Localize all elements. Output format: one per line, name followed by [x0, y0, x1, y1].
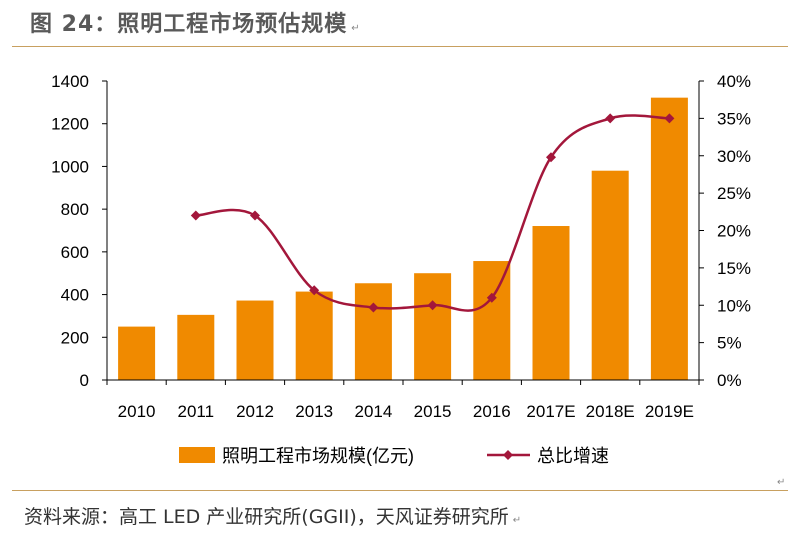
- left-tick-label: 1400: [51, 72, 89, 91]
- line-point: [309, 285, 320, 296]
- figure-title-text: 图 24：照明工程市场预估规模: [30, 12, 348, 37]
- bar: [295, 291, 333, 380]
- chart: 0 200 400 600 800 1000 1200 1400 0% 5% 10% 15% 20% 2…: [51, 72, 751, 466]
- x-tick-label: 2014: [354, 402, 392, 421]
- legend-line-marker: [503, 450, 513, 460]
- line-series: [190, 113, 675, 313]
- legend: 照明工程市场规模(亿元) 总比增速: [179, 446, 609, 466]
- line-point: [605, 113, 616, 124]
- source-paragraph-mark: ↵: [512, 515, 522, 526]
- figure-title: 图 24：照明工程市场预估规模 ↵: [30, 6, 361, 38]
- right-tick-label: 5%: [717, 334, 742, 353]
- legend-bar-label: 照明工程市场规模(亿元): [222, 446, 414, 466]
- bar: [591, 170, 629, 380]
- x-tick-label: 2010: [118, 402, 156, 421]
- left-tick-label: 1200: [51, 115, 89, 134]
- rule-paragraph-mark: ↵: [777, 477, 786, 488]
- x-tick-label: 2013: [295, 402, 333, 421]
- bar-series: [118, 97, 688, 380]
- left-tick-label: 600: [61, 243, 89, 262]
- bar: [236, 300, 274, 380]
- line-point: [486, 292, 497, 303]
- bar: [414, 273, 452, 380]
- x-axis: 2010 2011 2012 2013 2014 2015 2016 2017E 2018E 20…: [106, 379, 700, 421]
- paragraph-mark: ↵: [351, 23, 361, 34]
- line-point: [427, 300, 438, 311]
- right-tick-label: 0%: [717, 371, 742, 390]
- bottom-rule: [12, 490, 788, 491]
- right-axis: 0% 5% 10% 15% 20% 25% 30% 35% 40%: [698, 72, 751, 390]
- legend-line-label: 总比增速: [537, 446, 609, 466]
- right-tick-label: 15%: [717, 259, 751, 278]
- bar: [532, 226, 570, 380]
- bar: [650, 97, 688, 380]
- x-tick-label: 2019E: [645, 402, 694, 421]
- right-tick-label: 30%: [717, 147, 751, 166]
- line-point: [250, 210, 260, 221]
- bar: [473, 261, 511, 380]
- line-point: [190, 210, 201, 221]
- x-tick-label: 2012: [236, 402, 274, 421]
- legend-bar-swatch: [179, 447, 215, 463]
- right-tick-label: 40%: [717, 72, 751, 91]
- bar: [177, 314, 215, 380]
- left-tick-label: 1000: [51, 157, 89, 176]
- x-tick-label: 2017E: [526, 402, 575, 421]
- left-tick-label: 400: [61, 286, 89, 305]
- x-tick-label: 2018E: [586, 402, 635, 421]
- right-tick-label: 20%: [717, 222, 751, 241]
- source-note: 资料来源：高工 LED 产业研究所(GGII)，天风证券研究所 ↵: [24, 502, 521, 529]
- left-axis: 0 200 400 600 800 1000 1200 1400: [51, 72, 108, 390]
- line-point: [368, 302, 379, 313]
- right-tick-label: 35%: [717, 109, 751, 128]
- line-point: [664, 113, 675, 124]
- right-tick-label: 10%: [717, 296, 751, 315]
- x-tick-label: 2016: [473, 402, 511, 421]
- top-rule: [12, 46, 788, 47]
- left-tick-label: 0: [80, 371, 89, 390]
- x-tick-label: 2011: [178, 402, 215, 421]
- bar: [118, 326, 156, 380]
- left-tick-label: 800: [61, 200, 89, 219]
- x-tick-label: 2015: [414, 402, 452, 421]
- line-point: [546, 152, 556, 163]
- right-tick-label: 25%: [717, 184, 751, 203]
- left-tick-label: 200: [61, 328, 89, 347]
- source-text: 资料来源：高工 LED 产业研究所(GGII)，天风证券研究所: [24, 506, 509, 528]
- bar: [354, 283, 392, 380]
